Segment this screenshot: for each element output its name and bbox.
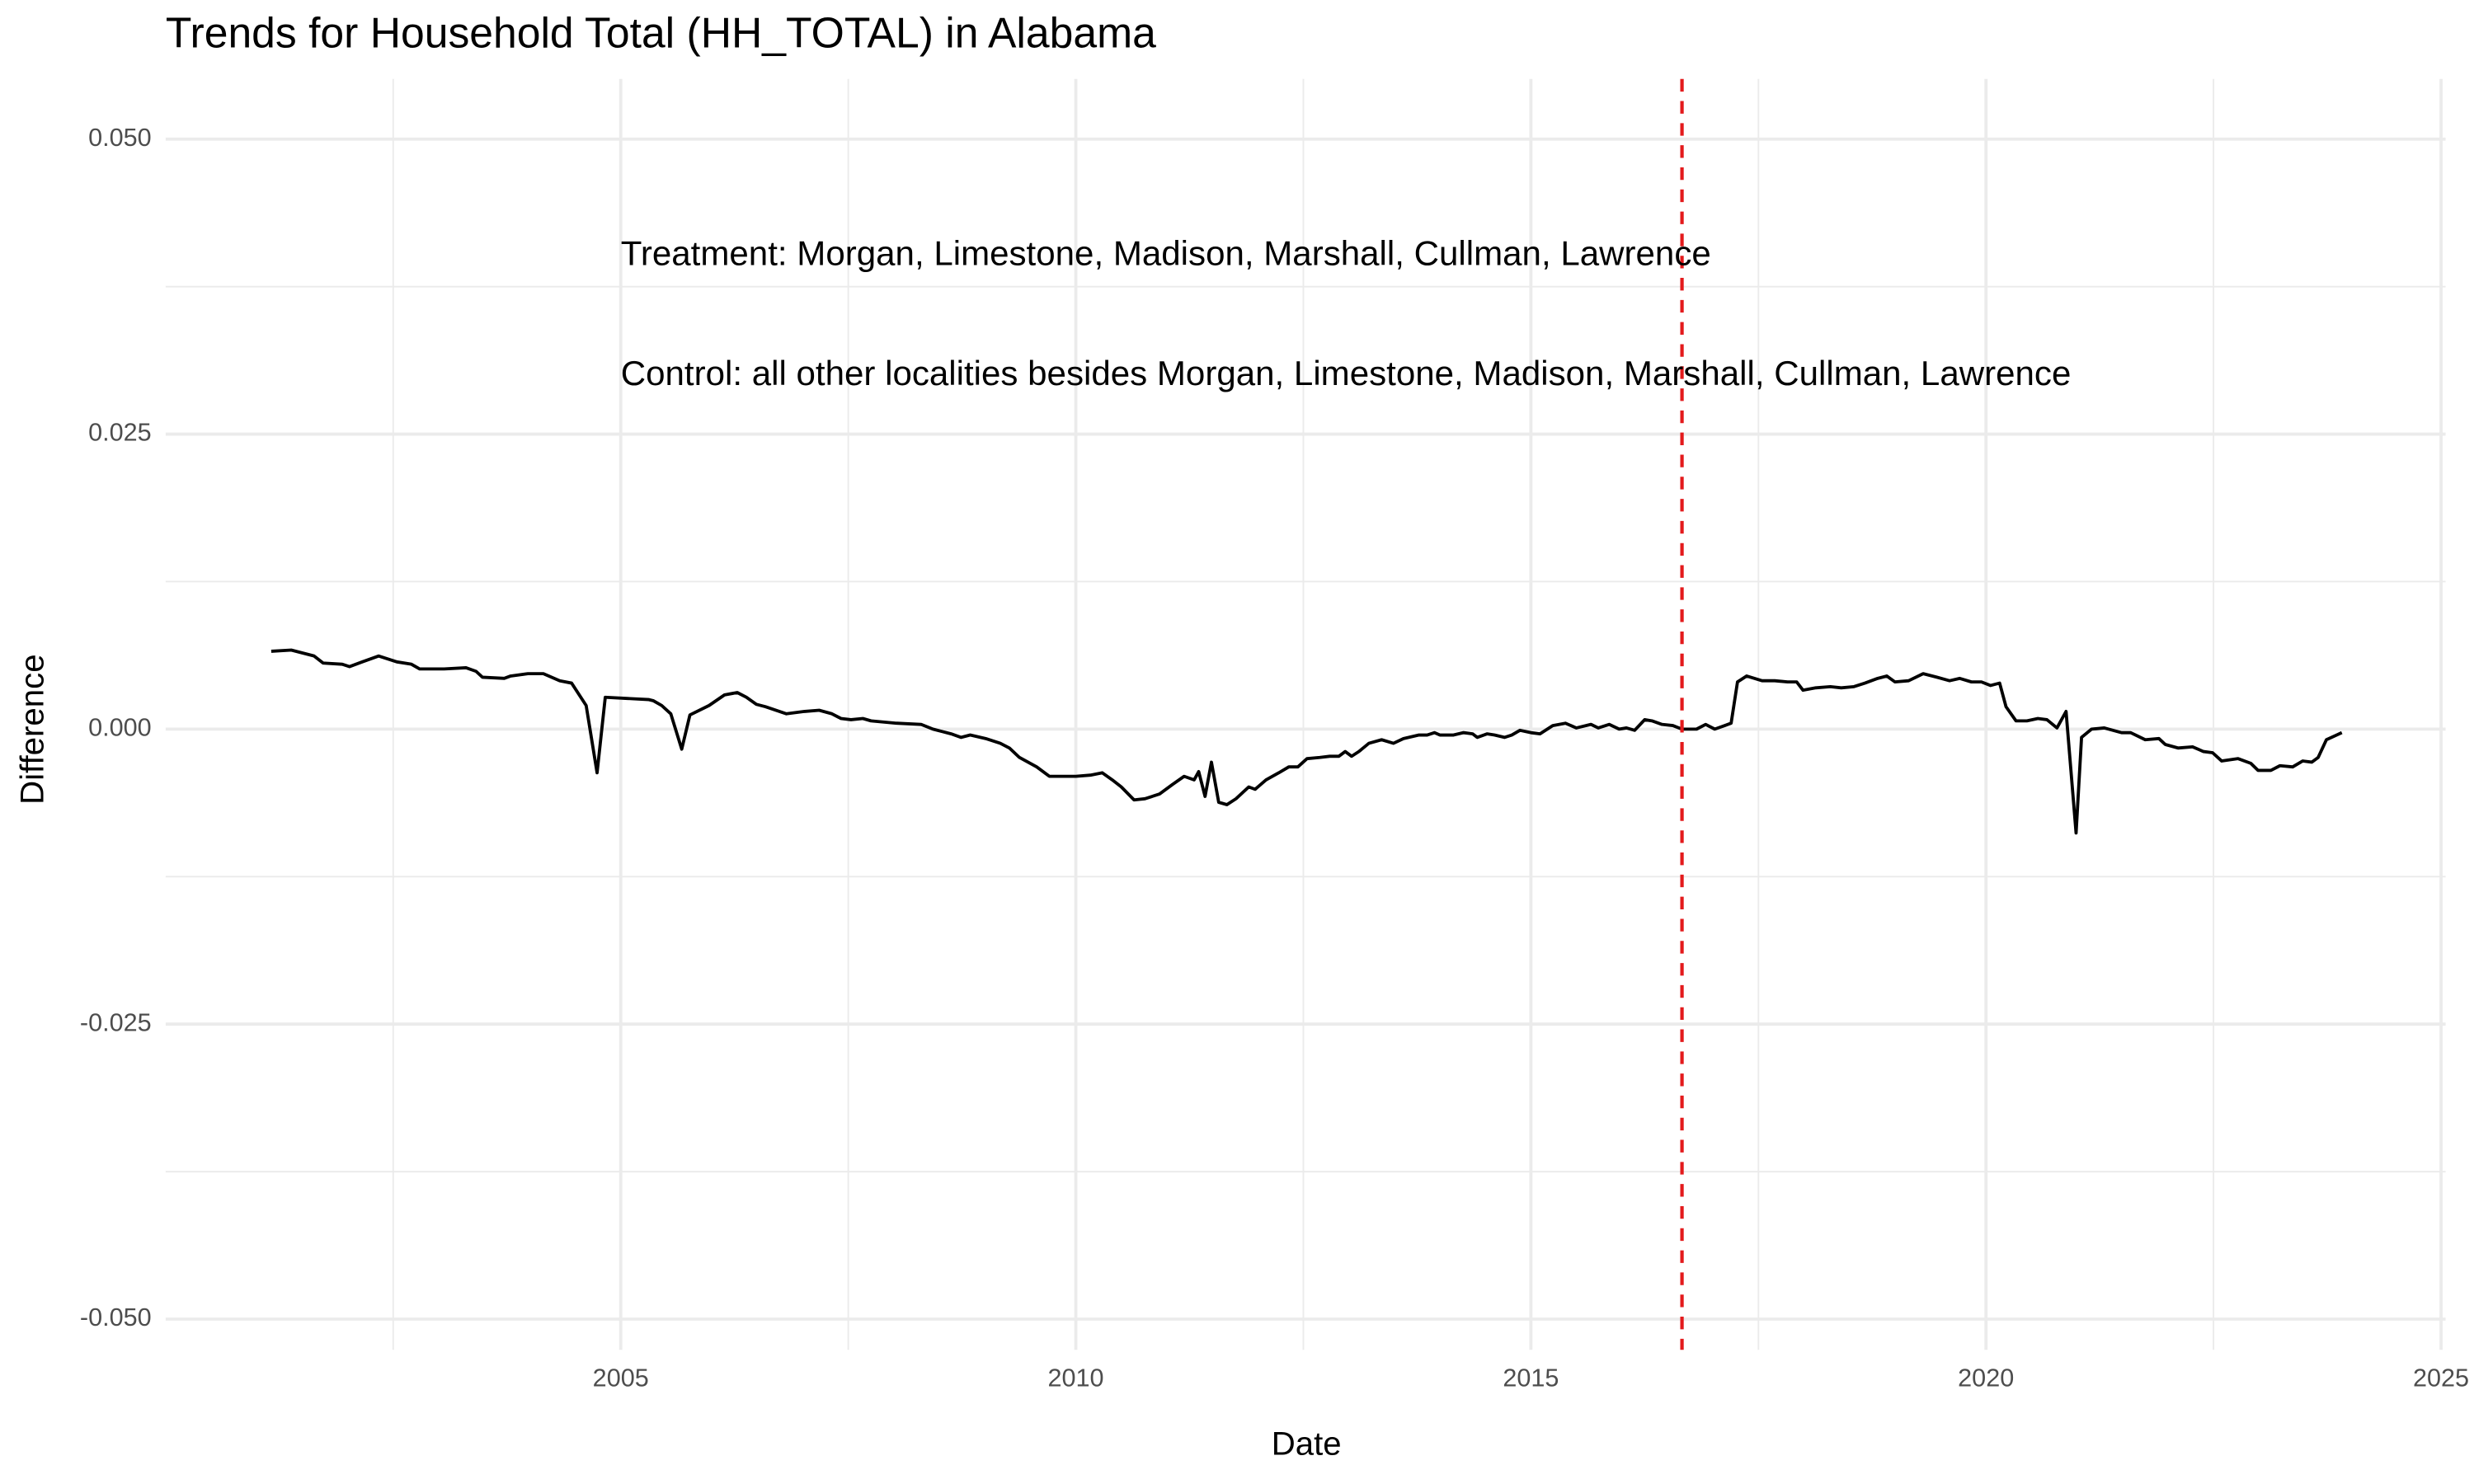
y-tick-label: 0.025 — [88, 419, 152, 447]
y-tick-label: 0.000 — [88, 713, 152, 741]
data-line — [270, 648, 2343, 835]
y-tick-label: -0.050 — [80, 1303, 152, 1331]
y-tick-label: 0.050 — [88, 124, 152, 152]
x-tick-label: 2010 — [1048, 1364, 1104, 1392]
annotation: Control: all other localities besides Mo… — [621, 354, 2072, 392]
annotation: Treatment: Morgan, Limestone, Madison, M… — [621, 233, 1711, 272]
x-tick-label: 2015 — [1503, 1364, 1559, 1392]
x-tick-label: 2020 — [1958, 1364, 2014, 1392]
x-axis-title: Date — [1272, 1425, 1342, 1463]
y-tick-label: -0.025 — [80, 1008, 152, 1036]
x-tick-label: 2005 — [593, 1364, 649, 1392]
x-tick-label: 2025 — [2413, 1364, 2469, 1392]
chart-title: Trends for Household Total (HH_TOTAL) in… — [166, 9, 1156, 57]
grid — [165, 78, 2446, 1350]
y-axis-title: Difference — [14, 654, 51, 805]
